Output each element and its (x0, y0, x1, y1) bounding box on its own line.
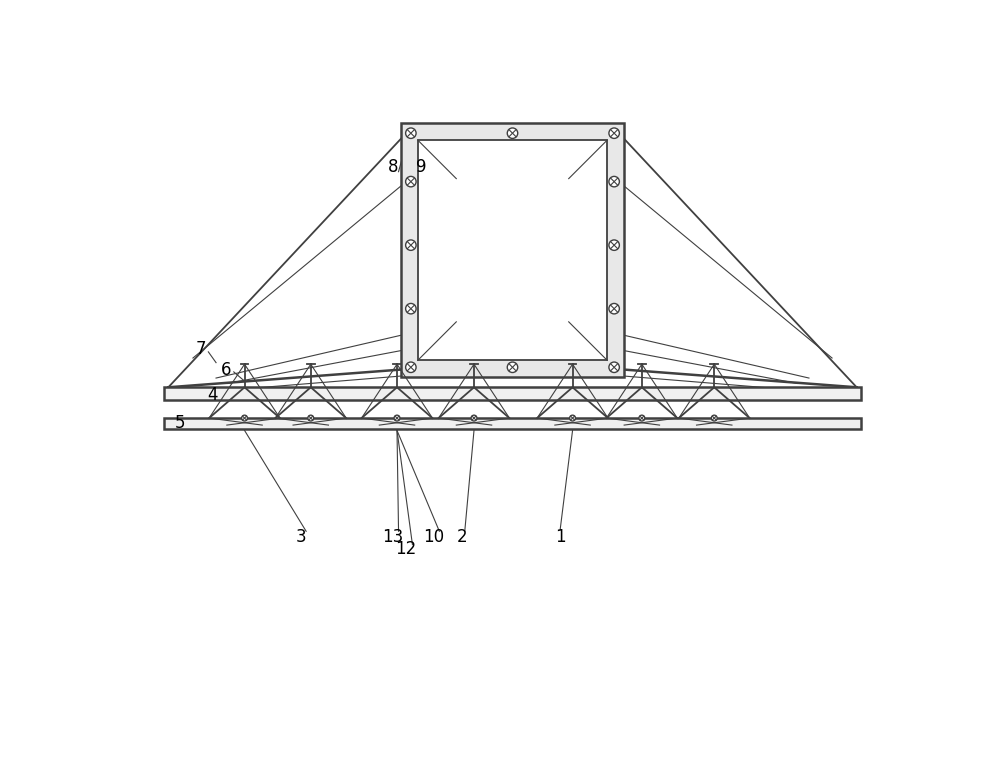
Text: 6: 6 (221, 360, 231, 378)
Circle shape (471, 415, 477, 421)
Circle shape (308, 415, 314, 421)
Text: 4: 4 (207, 386, 217, 404)
Text: 12: 12 (396, 540, 417, 558)
Text: 3: 3 (295, 528, 306, 546)
Bar (401, 123, 624, 377)
Circle shape (406, 304, 416, 314)
Circle shape (609, 362, 619, 372)
Circle shape (609, 304, 619, 314)
Bar (164, 388, 861, 400)
Text: 2: 2 (457, 528, 468, 546)
Circle shape (570, 415, 575, 421)
Bar (418, 140, 607, 360)
Circle shape (609, 176, 619, 187)
Circle shape (406, 362, 416, 372)
Circle shape (242, 415, 247, 421)
Circle shape (507, 362, 518, 372)
Circle shape (507, 128, 518, 139)
Circle shape (609, 240, 619, 251)
Circle shape (406, 128, 416, 139)
Circle shape (639, 415, 645, 421)
Circle shape (609, 128, 619, 139)
Text: 13: 13 (383, 528, 404, 546)
Bar (164, 418, 861, 429)
Text: 8: 8 (388, 158, 398, 176)
Circle shape (711, 415, 717, 421)
Text: 7: 7 (195, 340, 206, 358)
Text: 9: 9 (416, 158, 427, 176)
Circle shape (394, 415, 400, 421)
Text: 10: 10 (423, 528, 445, 546)
Circle shape (406, 176, 416, 187)
Text: 5: 5 (175, 415, 185, 432)
Circle shape (406, 240, 416, 251)
Text: 1: 1 (555, 528, 566, 546)
